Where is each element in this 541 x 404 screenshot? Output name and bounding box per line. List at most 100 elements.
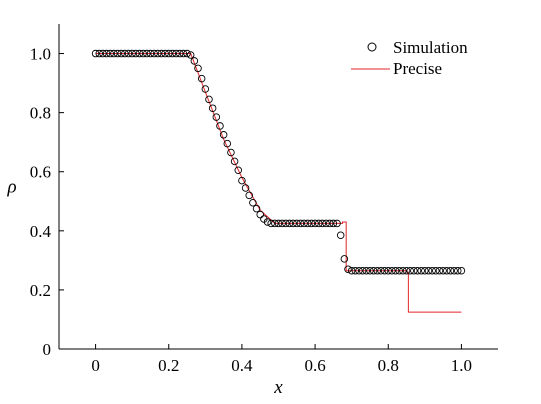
simulation-point <box>380 266 389 275</box>
simulation-point <box>454 266 462 275</box>
simulation-point <box>347 266 356 275</box>
simulation-point <box>135 49 144 58</box>
y-axis-label: ρ <box>6 177 16 198</box>
simulation-point <box>362 266 371 275</box>
simulation-point <box>252 204 261 213</box>
y-tick-label: 0.2 <box>30 281 51 300</box>
simulation-point <box>267 219 275 228</box>
simulation-point <box>336 231 345 239</box>
simulation-point <box>249 198 257 207</box>
simulation-point <box>432 266 440 275</box>
legend-precise-label: Precise <box>393 59 442 78</box>
legend-simulation-marker <box>367 42 377 52</box>
y-tick-label: 1.0 <box>30 45 51 64</box>
simulation-point <box>139 49 147 58</box>
simulation-point <box>197 74 206 83</box>
simulation-point <box>154 49 162 58</box>
simulation-point <box>293 219 301 228</box>
simulation-point <box>241 184 250 192</box>
simulation-point <box>121 49 129 58</box>
simulation-point <box>168 49 177 58</box>
simulation-point <box>399 266 407 275</box>
simulation-point <box>377 266 385 275</box>
simulation-point <box>208 104 217 112</box>
simulation-point <box>410 266 418 275</box>
simulation-point <box>285 219 294 228</box>
simulation-point <box>117 49 125 58</box>
simulation-point <box>300 219 308 228</box>
simulation-point <box>175 49 184 58</box>
simulation-point <box>150 49 158 58</box>
simulation-point <box>391 266 400 275</box>
precise-line <box>95 53 462 313</box>
simulation-point <box>172 49 180 58</box>
simulation-point <box>450 266 458 275</box>
simulation-point <box>227 148 235 157</box>
simulation-point <box>132 49 140 58</box>
simulation-point <box>106 49 114 58</box>
simulation-point <box>274 219 283 228</box>
axes <box>58 24 498 350</box>
simulation-point <box>95 49 103 58</box>
simulation-point <box>289 219 297 228</box>
simulation-point <box>413 266 422 275</box>
simulation-point <box>219 131 228 139</box>
simulation-point <box>102 49 111 58</box>
simulation-point <box>99 49 107 58</box>
x-tick-label: 0.2 <box>158 356 179 375</box>
simulation-point <box>424 266 433 275</box>
simulation-point <box>128 49 136 58</box>
ticks: 0 0.2 0.4 0.6 0.8 1.0 0 0.2 0.4 0.6 0.8 1.0 <box>30 45 472 375</box>
simulation-point <box>91 49 100 58</box>
simulation-point <box>245 191 253 200</box>
simulation-point <box>355 266 363 275</box>
simulation-point <box>230 157 239 166</box>
series <box>91 49 466 313</box>
simulation-point <box>314 219 323 228</box>
y-tick-label: 0.8 <box>30 104 51 123</box>
simulation-point <box>384 266 393 275</box>
simulation-point <box>373 266 382 275</box>
simulation-point <box>406 266 414 275</box>
legend-simulation-label: Simulation <box>393 38 468 57</box>
simulation-point <box>179 49 188 58</box>
simulation-point <box>417 266 425 275</box>
simulation-point <box>164 49 173 58</box>
x-tick-label: 0.4 <box>231 356 253 375</box>
simulation-point <box>205 95 213 104</box>
simulation-point <box>271 219 279 228</box>
simulation-point <box>234 166 243 174</box>
simulation-point <box>446 266 455 275</box>
simulation-point <box>194 64 202 73</box>
simulation-point <box>282 219 290 228</box>
simulation-point <box>183 49 191 58</box>
simulation-point <box>435 266 444 275</box>
simulation-point <box>402 266 411 275</box>
simulation-point <box>457 266 466 275</box>
y-tick-label: 0.6 <box>30 163 51 182</box>
simulation-point <box>186 51 195 59</box>
simulation-point <box>143 49 151 58</box>
simulation-point <box>340 255 349 263</box>
x-tick-label: 0.6 <box>304 356 325 375</box>
simulation-point <box>110 49 118 58</box>
simulation-point <box>322 219 330 228</box>
simulation-point <box>201 85 210 93</box>
simulation-point <box>395 266 403 275</box>
simulation-point <box>113 49 122 58</box>
simulation-point <box>157 49 166 58</box>
simulation-point <box>124 49 133 58</box>
simulation-point <box>263 218 272 226</box>
simulation-point <box>325 219 334 228</box>
simulation-point <box>344 265 352 273</box>
x-tick-label: 0 <box>91 356 100 375</box>
simulation-point <box>278 219 286 228</box>
simulation-point <box>304 219 312 228</box>
x-tick-label: 1.0 <box>451 356 472 375</box>
simulation-point <box>443 266 451 275</box>
simulation-point <box>190 57 199 65</box>
simulation-point <box>296 219 305 228</box>
simulation-point <box>212 113 221 121</box>
